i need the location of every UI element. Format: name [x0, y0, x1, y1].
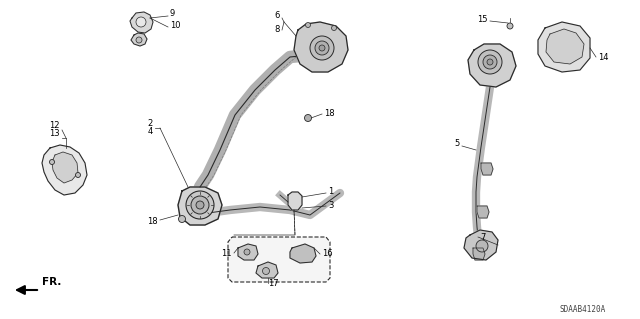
Polygon shape — [288, 192, 302, 210]
Circle shape — [186, 191, 214, 219]
Text: 4: 4 — [148, 128, 153, 137]
Text: 14: 14 — [598, 53, 609, 62]
Polygon shape — [130, 12, 153, 33]
Polygon shape — [468, 44, 516, 87]
Text: 2: 2 — [148, 118, 153, 128]
Text: 17: 17 — [268, 279, 278, 288]
Polygon shape — [256, 262, 278, 278]
Text: 12: 12 — [49, 121, 60, 130]
Text: 13: 13 — [49, 130, 60, 138]
Text: 9: 9 — [170, 9, 175, 18]
Polygon shape — [42, 145, 87, 195]
Circle shape — [507, 23, 513, 29]
Circle shape — [319, 45, 325, 51]
Polygon shape — [52, 152, 78, 183]
Polygon shape — [481, 163, 493, 175]
Circle shape — [196, 201, 204, 209]
Circle shape — [478, 50, 502, 74]
Circle shape — [49, 160, 54, 165]
Text: 8: 8 — [275, 26, 280, 34]
Text: FR.: FR. — [42, 277, 61, 287]
Text: 3: 3 — [328, 201, 333, 210]
Circle shape — [305, 115, 312, 122]
Circle shape — [191, 196, 209, 214]
Text: 18: 18 — [147, 217, 158, 226]
Circle shape — [179, 216, 186, 222]
Text: 7: 7 — [480, 233, 485, 241]
Text: 5: 5 — [455, 139, 460, 149]
Polygon shape — [473, 248, 485, 260]
Polygon shape — [290, 244, 316, 263]
Text: 18: 18 — [324, 108, 335, 117]
Polygon shape — [294, 22, 348, 72]
Polygon shape — [538, 22, 590, 72]
Circle shape — [310, 36, 334, 60]
Polygon shape — [228, 237, 330, 282]
Polygon shape — [178, 187, 222, 225]
Circle shape — [487, 59, 493, 65]
Circle shape — [76, 173, 81, 177]
Text: 16: 16 — [322, 249, 333, 258]
Text: 15: 15 — [477, 14, 488, 24]
Polygon shape — [464, 230, 498, 260]
Circle shape — [136, 17, 146, 27]
Text: 11: 11 — [221, 249, 232, 258]
Circle shape — [315, 41, 329, 55]
Circle shape — [476, 240, 488, 252]
Circle shape — [244, 249, 250, 255]
Circle shape — [262, 268, 269, 275]
Text: 1: 1 — [328, 187, 333, 196]
Circle shape — [332, 26, 337, 31]
Circle shape — [483, 55, 497, 69]
Text: 10: 10 — [170, 21, 180, 31]
Polygon shape — [131, 33, 147, 46]
Text: 6: 6 — [275, 11, 280, 19]
Polygon shape — [238, 244, 258, 260]
Circle shape — [305, 23, 310, 27]
Circle shape — [136, 37, 142, 43]
Polygon shape — [477, 206, 489, 218]
Polygon shape — [546, 29, 584, 64]
Text: SDAAB4120A: SDAAB4120A — [560, 305, 606, 314]
